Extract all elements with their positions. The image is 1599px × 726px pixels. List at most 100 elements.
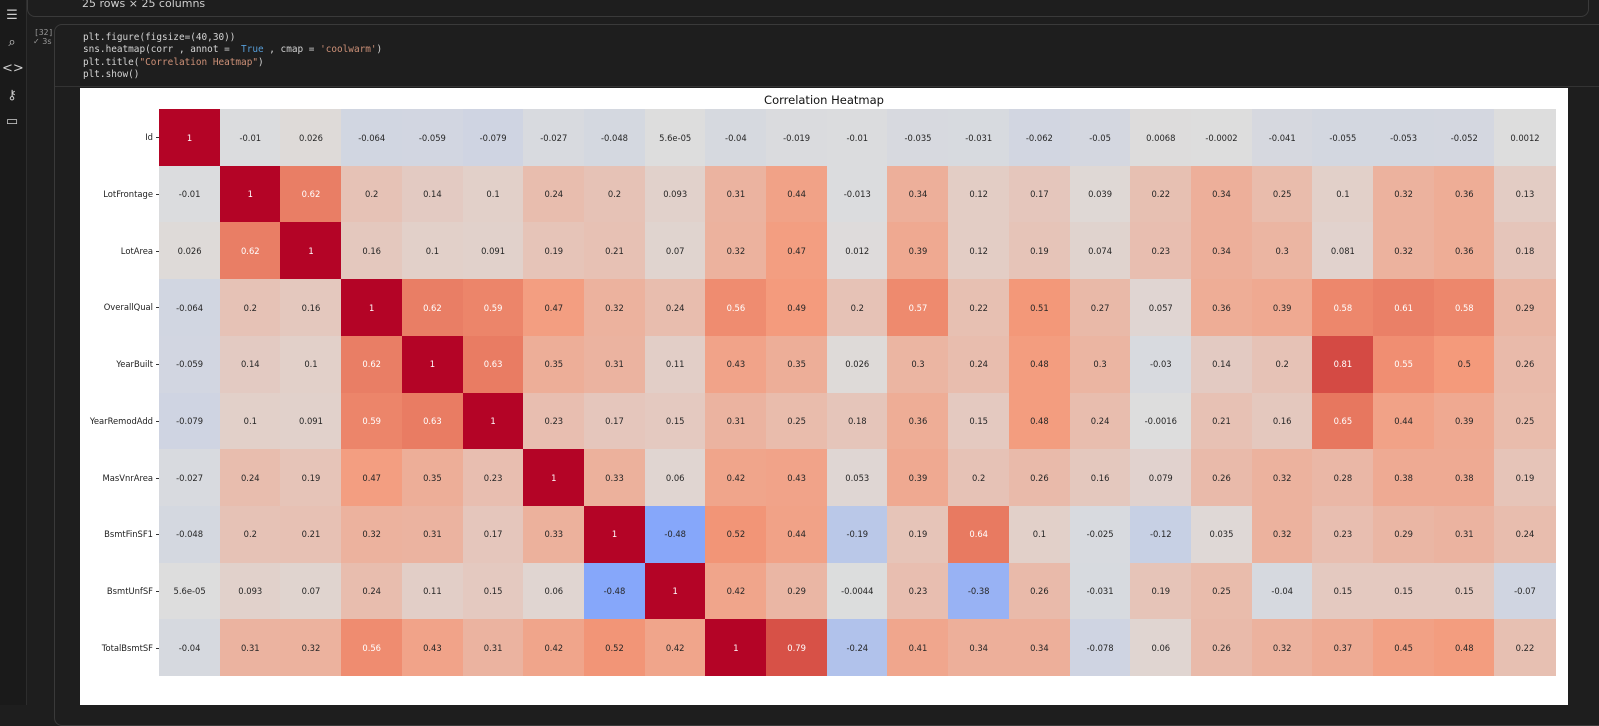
heatmap-cell: 0.19: [1494, 449, 1556, 507]
heatmap-cell: 0.06: [644, 449, 706, 507]
table-of-contents-icon[interactable]: ☰: [6, 8, 18, 23]
heatmap-cell: 0.06: [523, 562, 585, 620]
heatmap-cell: 0.091: [280, 392, 342, 450]
heatmap-cell: 0.23: [462, 449, 524, 507]
output-divider: [55, 86, 1599, 87]
files-folder-icon[interactable]: ▭: [5, 114, 19, 129]
heatmap-cell: -0.38: [948, 562, 1010, 620]
heatmap-cell: 0.26: [1190, 619, 1253, 677]
heatmap-cell: 0.3: [887, 335, 949, 393]
heatmap-cell: 0.081: [1312, 222, 1374, 280]
heatmap-cell: -0.052: [1433, 109, 1495, 167]
heatmap-cell: 0.5: [1433, 335, 1495, 393]
heatmap-cell: 0.33: [523, 505, 585, 564]
heatmap-cell: 1: [159, 109, 221, 167]
heatmap-cell: -0.05: [1069, 109, 1131, 167]
heatmap-cell: 0.19: [1130, 562, 1192, 620]
heatmap-cell: 0.25: [1251, 165, 1313, 223]
heatmap-cell: -0.025: [1069, 505, 1131, 564]
heatmap-cell: 0.1: [1008, 505, 1070, 564]
heatmap-cell: 0.48: [1008, 335, 1070, 393]
code-line: plt.figure(figsize=(40,30)): [83, 32, 236, 43]
heatmap-cell: -0.079: [159, 392, 221, 450]
heatmap-cell: 0.29: [1373, 505, 1435, 564]
heatmap-figure: Correlation Heatmap Id LotFrontage LotArea…: [80, 88, 1568, 705]
heatmap-cell: -0.062: [1008, 109, 1070, 167]
heatmap-cell: 0.22: [948, 279, 1010, 337]
heatmap-cell: 0.32: [341, 505, 403, 564]
heatmap-cell: 0.2: [219, 279, 281, 337]
heatmap-cell: 0.33: [583, 449, 646, 507]
heatmap-cell: -0.079: [462, 109, 524, 167]
heatmap-cell: 0.17: [462, 505, 524, 564]
heatmap-cell: 0.3: [1069, 335, 1131, 393]
heatmap-cell: 0.012: [826, 222, 888, 280]
heatmap-cell: 0.31: [401, 505, 463, 564]
heatmap-cell: -0.031: [1069, 562, 1131, 620]
heatmap-cell: 0.32: [1373, 222, 1435, 280]
heatmap-cell: 5.6e-05: [644, 109, 706, 167]
y-tick-mark: [156, 307, 159, 309]
heatmap-cell: 0.62: [341, 335, 403, 393]
heatmap-cell: 0.2: [948, 449, 1010, 507]
heatmap-cell: -0.055: [1312, 109, 1374, 167]
heatmap-cell: 0.23: [887, 562, 949, 620]
heatmap-cell: 0.63: [401, 392, 463, 450]
heatmap-cell: -0.048: [583, 109, 646, 167]
find-replace-icon[interactable]: ⌕: [8, 35, 16, 50]
code-line: plt.title("Correlation Heatmap"): [83, 56, 264, 68]
heatmap-cell: 0.22: [1494, 619, 1556, 677]
heatmap-cell: 0.56: [341, 619, 403, 677]
previous-output: [27, 0, 1589, 17]
y-tick-label: TotalBsmtSF: [101, 642, 153, 653]
heatmap-cell: 0.42: [705, 449, 767, 507]
heatmap-cell: 0.026: [826, 335, 888, 393]
execution-time: ✓ 3s: [33, 37, 52, 46]
heatmap-cell: 0.44: [766, 505, 828, 564]
heatmap-cell: 0.053: [826, 449, 888, 507]
code-editor[interactable]: plt.figure(figsize=(40,30)) sns.heatmap(c…: [83, 32, 382, 81]
heatmap-cell: 0.091: [462, 222, 524, 280]
heatmap-cell: -0.01: [826, 109, 888, 167]
sidebar: ☰ ⌕ <> ⚷ ▭: [0, 0, 27, 705]
heatmap-cell: -0.035: [887, 109, 949, 167]
heatmap-cell: 0.34: [1008, 619, 1070, 677]
heatmap-cell: 0.34: [1190, 165, 1253, 223]
heatmap-cell: 0.42: [523, 619, 585, 677]
heatmap-cell: 0.13: [1494, 165, 1556, 223]
heatmap-cell: 0.17: [583, 392, 646, 450]
secrets-key-icon[interactable]: ⚷: [7, 88, 17, 103]
heatmap-cell: 0.19: [523, 222, 585, 280]
heatmap-cell: 0.15: [644, 392, 706, 450]
heatmap-cell: -0.04: [705, 109, 767, 167]
heatmap-cell: 5.6e-05: [159, 562, 221, 620]
heatmap-cell: 0.29: [766, 562, 828, 620]
heatmap-cell: 0.26: [1008, 562, 1070, 620]
heatmap-cell: 0.035: [1190, 505, 1253, 564]
heatmap-cell: 0.31: [705, 165, 767, 223]
heatmap-cell: 0.26: [1190, 449, 1253, 507]
heatmap-cell: 0.34: [1190, 222, 1253, 280]
heatmap-cell: 0.093: [219, 562, 281, 620]
heatmap-cell: 0.22: [1130, 165, 1192, 223]
heatmap-cell: 0.55: [1373, 335, 1435, 393]
heatmap-cell: 0.62: [219, 222, 281, 280]
heatmap-cell: 0.26: [1008, 449, 1070, 507]
heatmap-cell: 0.23: [1130, 222, 1192, 280]
heatmap-cell: 0.24: [219, 449, 281, 507]
heatmap-cell: 0.16: [1069, 449, 1131, 507]
heatmap-cell: 0.36: [1190, 279, 1253, 337]
heatmap-cell: 0.11: [644, 335, 706, 393]
heatmap-cell: -0.01: [219, 109, 281, 167]
heatmap-cell: 0.18: [826, 392, 888, 450]
heatmap-cell: 0.36: [1433, 165, 1495, 223]
heatmap-cell: 0.52: [583, 619, 646, 677]
heatmap-cell: 0.3: [1251, 222, 1313, 280]
heatmap-cell: 0.35: [523, 335, 585, 393]
heatmap-cell: 0.21: [1190, 392, 1253, 450]
code-snippets-icon[interactable]: <>: [2, 61, 24, 76]
heatmap-cell: 0.45: [1373, 619, 1435, 677]
heatmap-cell: 0.19: [887, 505, 949, 564]
heatmap-cell: 0.1: [280, 335, 342, 393]
heatmap-cell: -0.0044: [826, 562, 888, 620]
